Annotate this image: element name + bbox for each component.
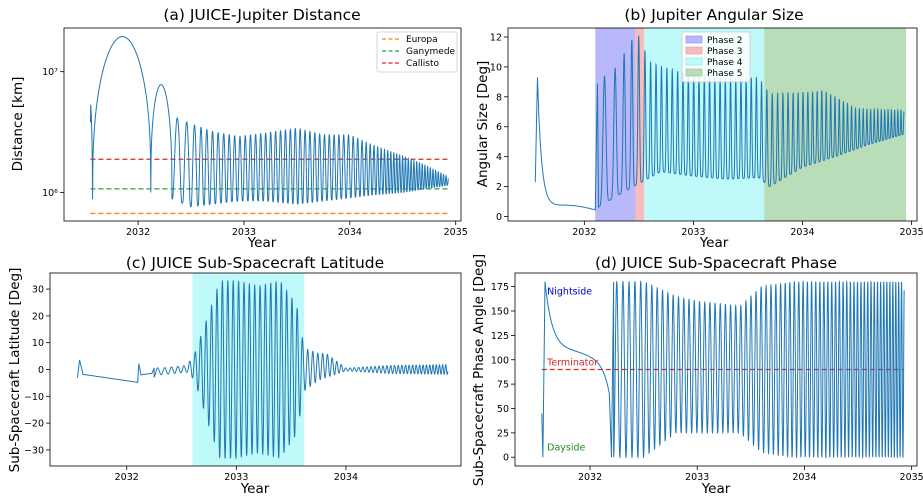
panel-a-distance-series <box>89 36 449 208</box>
y-tick-label: 25 <box>497 428 509 439</box>
y-tick-label: 10 <box>32 338 44 349</box>
y-tick-label: 10 <box>490 62 502 73</box>
panel-c-ticks: 2032 2033 2034 −30 −20 −10 0 10 20 30 <box>24 285 358 483</box>
y-tick-label: 10⁷ <box>42 67 58 78</box>
panel-d-ticks: 2032 2033 2034 2035 0 25 50 75 100 125 150 175 <box>491 282 923 483</box>
panel-a: 2032 2033 2034 2035 10⁶ 10⁷ (a) JUICE-Jupiter… <box>10 6 468 251</box>
legend-phase4-label: Phase 4 <box>707 58 743 68</box>
panel-c-latitude-series <box>76 279 449 460</box>
legend-europa-label: Europa <box>406 35 438 45</box>
x-tick-label: 2033 <box>224 472 248 483</box>
panel-a-title: (a) JUICE-Jupiter Distance <box>163 6 360 24</box>
x-tick-label: 2033 <box>232 227 256 238</box>
legend-ganymede-label: Ganymede <box>406 47 456 57</box>
y-tick-label: 75 <box>497 380 509 391</box>
panel-a-legend-box <box>376 31 458 73</box>
y-tick-label: 100 <box>491 355 509 366</box>
y-tick-label: 8 <box>496 92 502 103</box>
panel-c: 2032 2033 2034 −30 −20 −10 0 10 20 30 (c) JUICE S… <box>7 254 462 497</box>
x-tick-label: 2032 <box>578 472 602 483</box>
y-tick-label: 125 <box>491 331 509 342</box>
annotation-nightside: Nightside <box>547 287 592 298</box>
panel-a-axes-frame <box>63 27 462 222</box>
panel-c-ylabel: Sub-Spacecraft Latitude [Deg] <box>7 268 23 473</box>
x-tick-label: 2032 <box>126 227 150 238</box>
y-tick-label: 50 <box>497 404 509 415</box>
panel-b-xlabel: Year <box>699 235 729 251</box>
panel-b-axes-frame <box>507 27 918 222</box>
x-tick-label: 2033 <box>681 227 705 238</box>
legend-phase3-swatch <box>685 46 703 55</box>
x-tick-label: 2033 <box>685 472 709 483</box>
panel-b-ticks: 2032 2033 2034 2035 0 2 4 6 8 10 12 <box>490 32 923 238</box>
y-tick-label: 150 <box>491 307 509 318</box>
legend-phase3-label: Phase 3 <box>707 47 742 57</box>
y-tick-label: 4 <box>496 152 502 163</box>
y-tick-label: 20 <box>32 311 44 322</box>
panel-b: 2032 2033 2034 2035 0 2 4 6 8 10 12 (b) Jupiter An… <box>475 6 923 251</box>
y-tick-label: 0 <box>38 365 44 376</box>
y-tick-label: 0 <box>496 212 502 223</box>
y-tick-label: −30 <box>24 445 44 456</box>
panel-b-legend: Phase 2 Phase 3 Phase 4 Phase 5 <box>681 31 751 83</box>
panel-a-ticks: 2032 2033 2034 2035 10⁶ 10⁷ <box>42 67 468 238</box>
y-tick-label: 10⁶ <box>42 188 58 199</box>
annotation-terminator: Terminator <box>546 358 598 369</box>
x-tick-label: 2035 <box>900 472 923 483</box>
x-tick-label: 2034 <box>334 472 358 483</box>
panel-c-xlabel: Year <box>240 481 270 497</box>
y-tick-label: 175 <box>491 282 509 293</box>
legend-phase5-swatch <box>685 68 703 77</box>
panel-c-title: (c) JUICE Sub-Spacecraft Latitude <box>126 254 384 272</box>
y-tick-label: 30 <box>32 285 44 296</box>
panel-b-ylabel: Angular Size [Deg] <box>475 61 491 188</box>
y-tick-label: 2 <box>496 182 502 193</box>
panel-a-ylabel: Distance [km] <box>10 77 26 172</box>
panel-a-xlabel: Year <box>247 235 277 251</box>
panel-d-annotations: Nightside Terminator Dayside <box>546 287 598 454</box>
panel-b-angular-size-series <box>534 35 905 211</box>
legend-phase5-label: Phase 5 <box>707 69 742 79</box>
panel-d: 2032 2033 2034 2035 0 25 50 75 100 125 150 175 Nigh… <box>471 254 923 497</box>
panel-d-ylabel: Sub-Spacecraft Phase Angle [Deg] <box>471 254 487 486</box>
x-tick-label: 2034 <box>790 227 814 238</box>
x-tick-label: 2032 <box>572 227 596 238</box>
x-tick-label: 2035 <box>444 227 468 238</box>
legend-callisto-label: Callisto <box>406 59 440 69</box>
panel-d-xlabel: Year <box>701 481 731 497</box>
panel-a-legend: Europa Ganymede Callisto <box>376 31 458 73</box>
y-tick-label: −10 <box>24 392 44 403</box>
y-tick-label: 0 <box>503 453 509 464</box>
panel-b-title: (b) Jupiter Angular Size <box>624 6 803 24</box>
x-tick-label: 2032 <box>115 472 139 483</box>
y-tick-label: 12 <box>490 32 502 43</box>
x-tick-label: 2034 <box>338 227 362 238</box>
x-tick-label: 2035 <box>899 227 923 238</box>
annotation-dayside: Dayside <box>547 442 585 453</box>
panel-d-axes-frame <box>514 272 918 467</box>
legend-phase4-swatch <box>685 57 703 66</box>
y-tick-label: 6 <box>496 122 502 133</box>
y-tick-label: −20 <box>24 419 44 430</box>
x-tick-label: 2034 <box>792 472 816 483</box>
legend-phase2-label: Phase 2 <box>707 36 742 46</box>
panel-d-title: (d) JUICE Sub-Spacecraft Phase <box>595 254 837 272</box>
legend-phase2-swatch <box>685 35 703 44</box>
panel-d-phase-series <box>541 279 905 460</box>
